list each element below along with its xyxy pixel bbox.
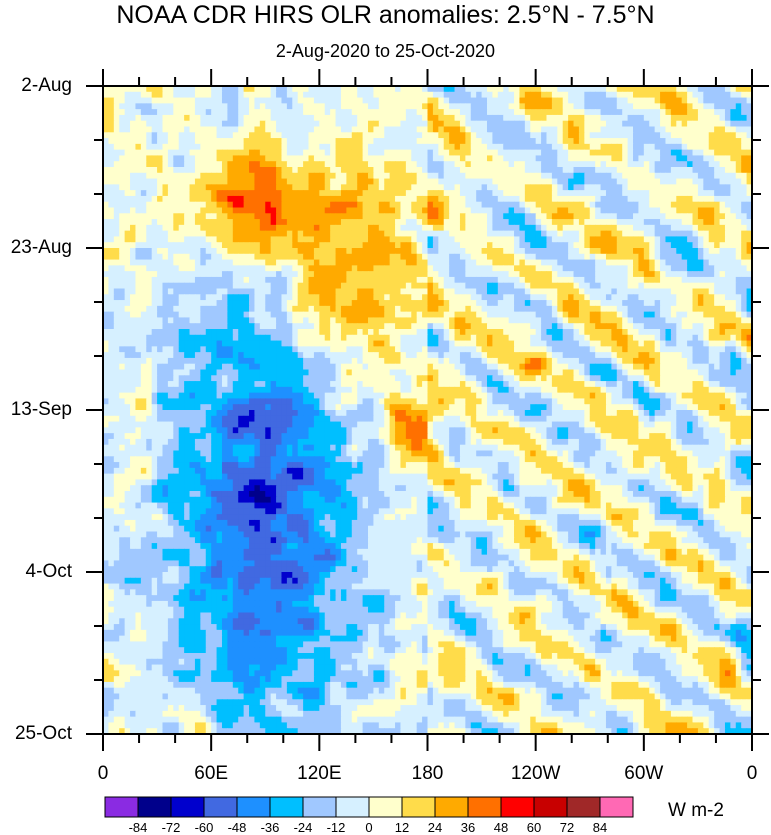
colorbar-swatch [203, 796, 238, 818]
x-tick-label: 0 [746, 763, 758, 784]
x-tick-label: 60E [194, 763, 229, 784]
colorbar-label: -84 [128, 820, 148, 835]
colorbar-label: -12 [326, 820, 346, 835]
y-tick-label: 4-Oct [25, 561, 72, 582]
x-tick-label: 120W [510, 763, 561, 784]
units-label: W m-2 [668, 800, 724, 821]
colorbar-swatch [500, 796, 535, 818]
anomaly-field [103, 86, 752, 734]
colorbar-swatch [104, 796, 139, 818]
y-tick-label: 13-Sep [10, 399, 72, 420]
colorbar-swatch [302, 796, 337, 818]
chart-subtitle: 2-Aug-2020 to 25-Oct-2020 [275, 41, 496, 61]
y-tick-label: 23-Aug [10, 237, 72, 258]
colorbar-swatch [434, 796, 469, 818]
x-tick-label: 0 [97, 763, 109, 784]
colorbar-label: 84 [592, 820, 608, 835]
colorbar-swatch [236, 796, 271, 818]
colorbar-swatch [170, 796, 205, 818]
colorbar-swatch [137, 796, 172, 818]
colorbar-swatch [599, 796, 634, 818]
colorbar [104, 796, 634, 818]
colorbar-label: 0 [365, 820, 373, 835]
colorbar-swatch [335, 796, 370, 818]
x-tick-label: 180 [411, 763, 444, 784]
colorbar-label: -60 [194, 820, 214, 835]
colorbar-label: -24 [293, 820, 313, 835]
x-tick-label: 120E [297, 763, 342, 784]
colorbar-label: 60 [526, 820, 542, 835]
colorbar-swatch [401, 796, 436, 818]
colorbar-label: -48 [227, 820, 247, 835]
colorbar-label: 72 [559, 820, 575, 835]
colorbar-swatch [368, 796, 403, 818]
x-tick-label: 60W [624, 763, 664, 784]
chart-title: NOAA CDR HIRS OLR anomalies: 2.5°N - 7.5… [116, 1, 655, 29]
colorbar-swatch [566, 796, 601, 818]
axis-ticks [86, 69, 769, 751]
colorbar-swatch [533, 796, 568, 818]
colorbar-swatch [269, 796, 304, 818]
colorbar-label: 12 [394, 820, 410, 835]
colorbar-swatch [467, 796, 502, 818]
colorbar-label: 24 [427, 820, 443, 835]
y-tick-label: 25-Oct [14, 723, 72, 744]
colorbar-label: 36 [460, 820, 476, 835]
colorbar-label: -72 [161, 820, 181, 835]
colorbar-label: -36 [260, 820, 280, 835]
colorbar-label: 48 [493, 820, 509, 835]
y-tick-label: 2-Aug [21, 75, 72, 96]
